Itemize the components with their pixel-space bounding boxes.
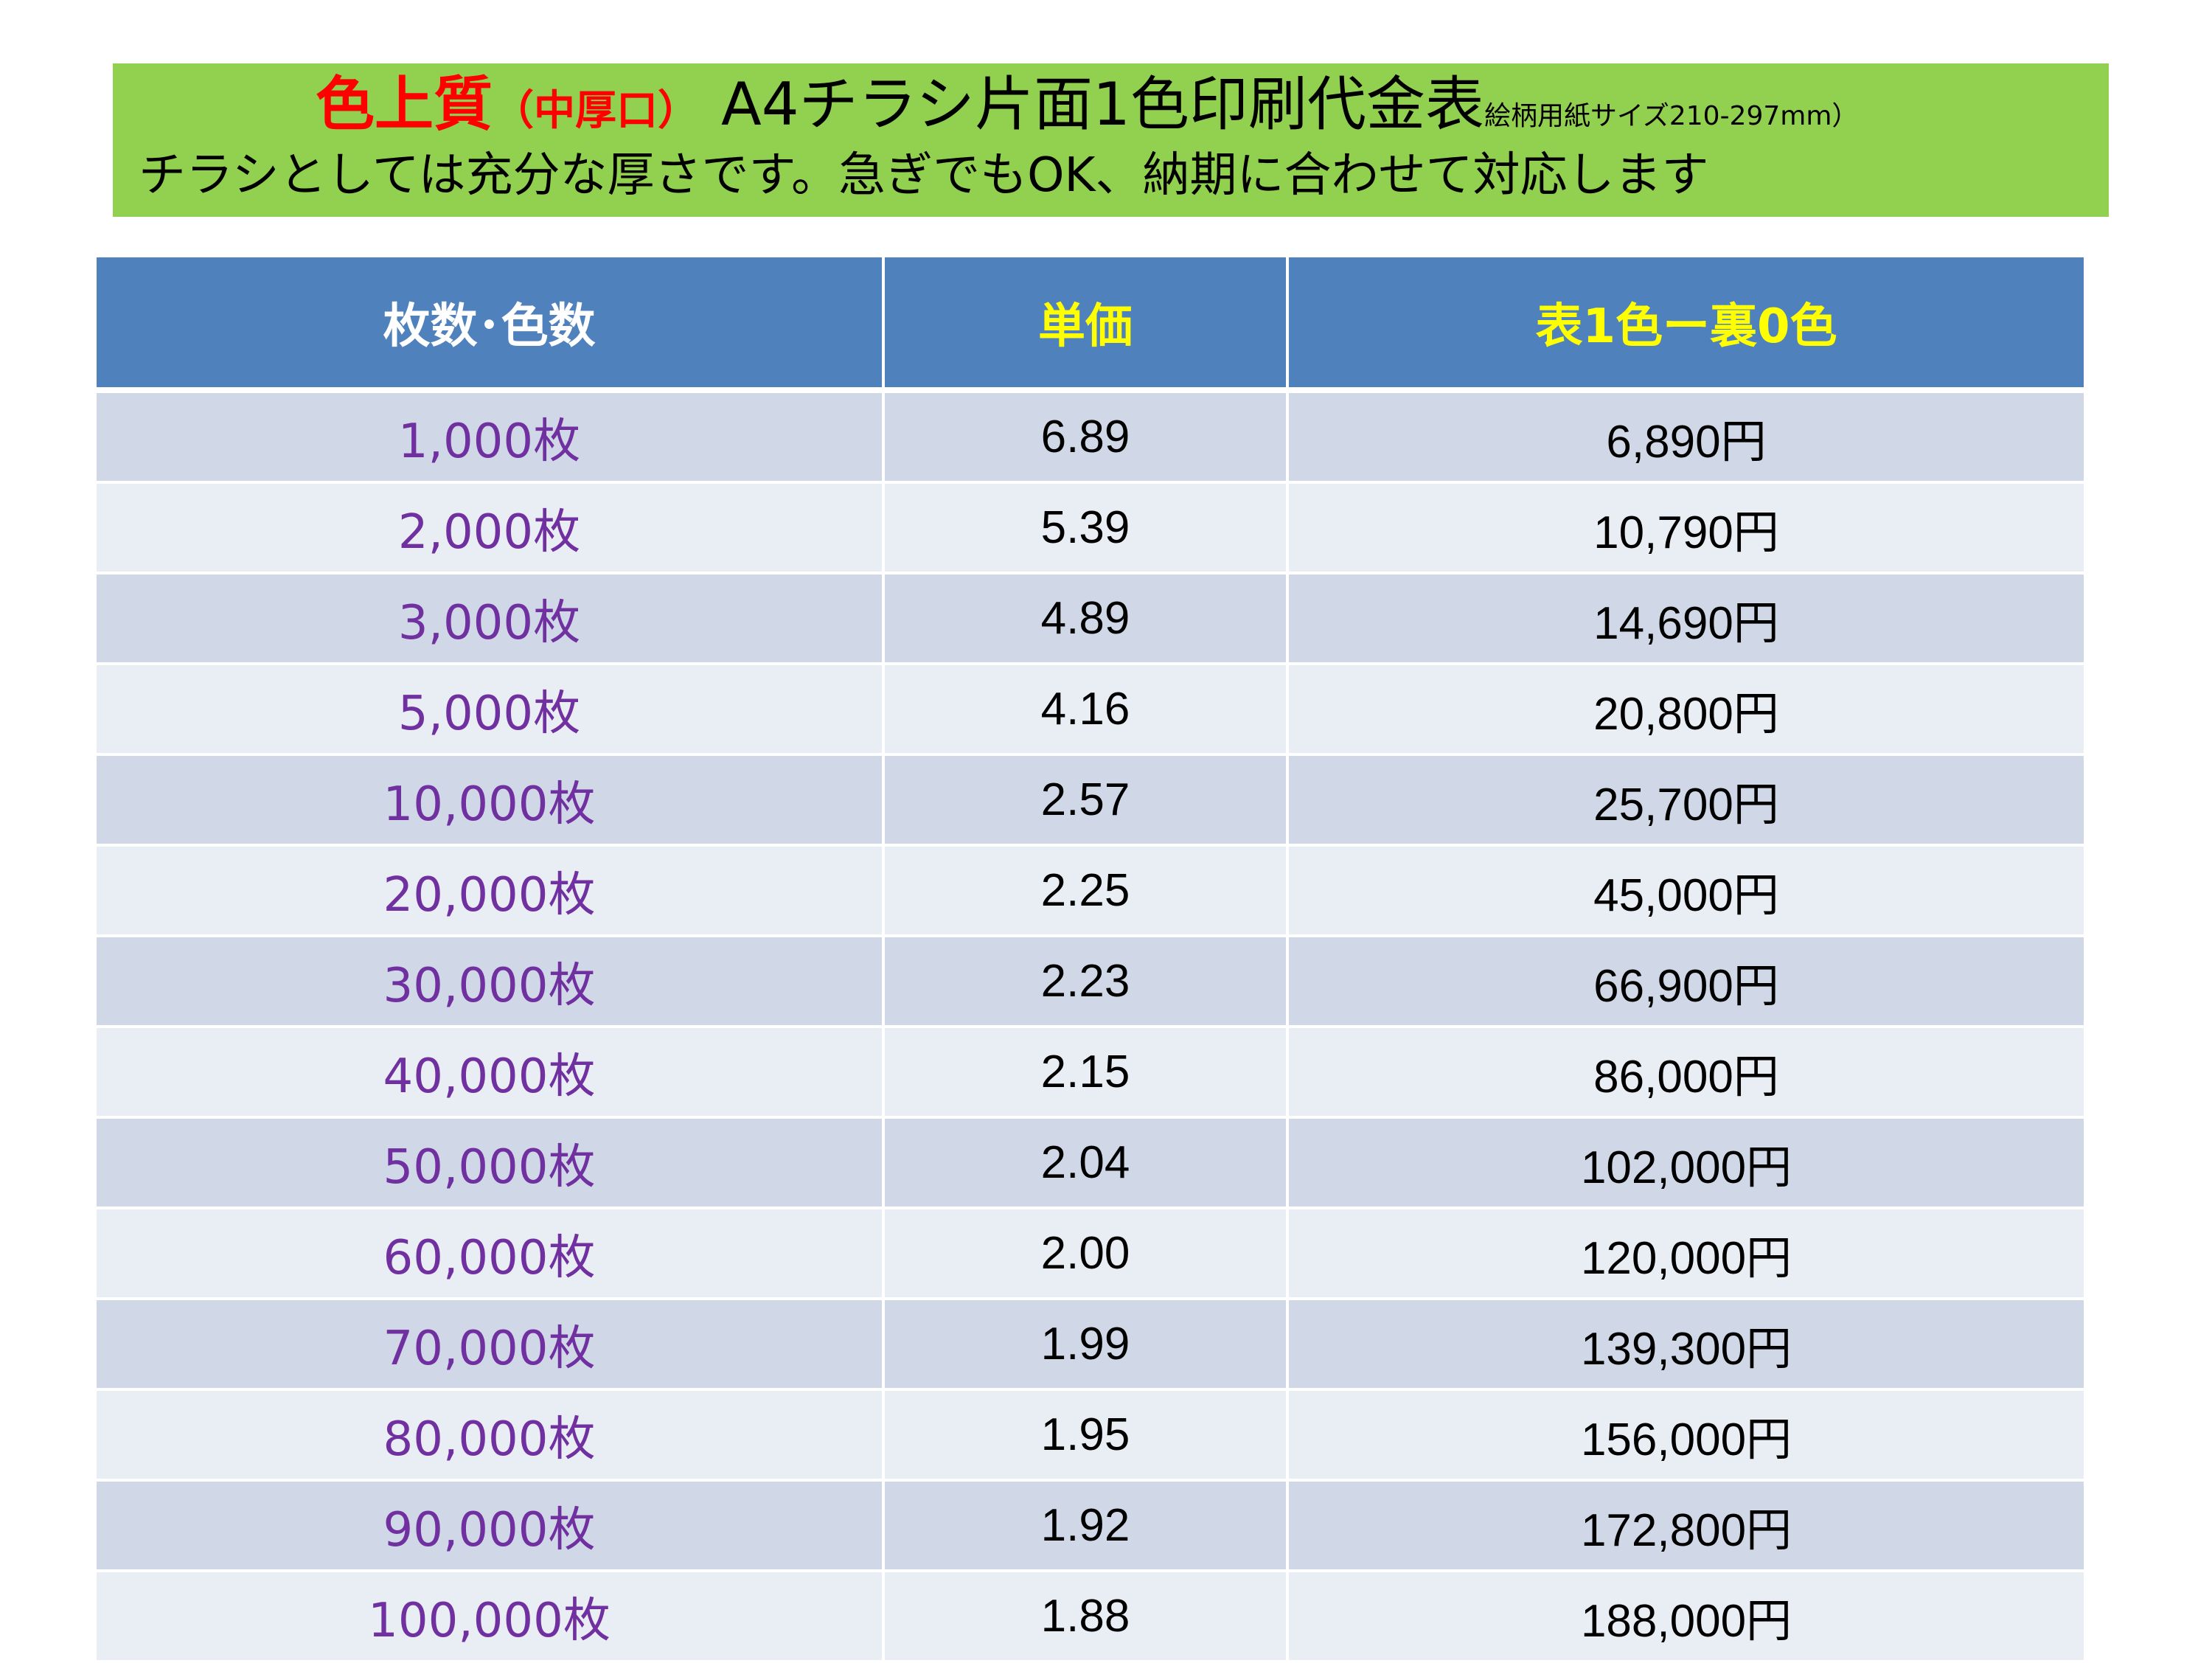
total-price-cell: 172,800円 xyxy=(1287,1480,2084,1572)
quantity-cell: 70,000枚 xyxy=(97,1299,885,1391)
unit-price-cell: 1.99 xyxy=(883,1299,1289,1391)
quantity-cell: 40,000枚 xyxy=(97,1027,885,1119)
table-row: 1,000枚 6.89 6,890円 xyxy=(97,390,2084,484)
unit-price-cell: 2.04 xyxy=(883,1117,1289,1209)
total-price-cell: 139,300円 xyxy=(1287,1299,2084,1391)
table-row: 5,000枚 4.16 20,800円 xyxy=(97,664,2084,756)
total-price-cell: 14,690円 xyxy=(1287,573,2084,665)
column-header-total-price: 表1色ー裏0色 xyxy=(1287,257,2084,393)
quantity-cell: 80,000枚 xyxy=(97,1389,885,1482)
table-row: 3,000枚 4.89 14,690円 xyxy=(97,573,2084,665)
table-row: 70,000枚 1.99 139,300円 xyxy=(97,1299,2084,1391)
total-price-cell: 10,790円 xyxy=(1287,482,2084,574)
title-size-note: 絵柄用紙サイズ210-297mm） xyxy=(1484,101,1859,131)
table-row: 100,000枚 1.88 188,000円 xyxy=(97,1571,2084,1663)
table-body: 1,000枚 6.89 6,890円 2,000枚 5.39 10,790円 3,000枚 4… xyxy=(97,390,2084,1663)
column-header-quantity: 枚数･色数 xyxy=(97,257,885,393)
total-price-cell: 20,800円 xyxy=(1287,664,2084,756)
page-subtitle: チラシとしては充分な厚さです。急ぎでもOK、納期に合わせて対応します xyxy=(139,148,1709,203)
table-row: 2,000枚 5.39 10,790円 xyxy=(97,482,2084,574)
unit-price-cell: 5.39 xyxy=(883,482,1289,574)
quantity-cell: 10,000枚 xyxy=(97,754,885,847)
unit-price-cell: 2.00 xyxy=(883,1208,1289,1300)
total-price-cell: 156,000円 xyxy=(1287,1389,2084,1482)
quantity-cell: 2,000枚 xyxy=(97,482,885,574)
quantity-cell: 60,000枚 xyxy=(97,1208,885,1300)
column-header-unit-price: 単価 xyxy=(883,257,1289,393)
table-row: 30,000枚 2.23 66,900円 xyxy=(97,936,2084,1028)
table-row: 60,000枚 2.00 120,000円 xyxy=(97,1208,2084,1300)
table-row: 10,000枚 2.57 25,700円 xyxy=(97,754,2084,847)
total-price-cell: 188,000円 xyxy=(1287,1571,2084,1663)
unit-price-cell: 4.16 xyxy=(883,664,1289,756)
quantity-cell: 3,000枚 xyxy=(97,573,885,665)
total-price-cell: 102,000円 xyxy=(1287,1117,2084,1209)
total-price-cell: 25,700円 xyxy=(1287,754,2084,847)
unit-price-cell: 2.15 xyxy=(883,1027,1289,1119)
total-price-cell: 6,890円 xyxy=(1287,390,2084,484)
quantity-cell: 20,000枚 xyxy=(97,845,885,937)
table-header-row: 枚数･色数 単価 表1色ー裏0色 xyxy=(97,257,2084,393)
page-title: 色上質（中厚口） A4チラシ片面1色印刷代金表絵柄用紙サイズ210-297mm） xyxy=(316,75,1858,134)
unit-price-cell: 1.95 xyxy=(883,1389,1289,1482)
quantity-cell: 30,000枚 xyxy=(97,936,885,1028)
unit-price-cell: 2.23 xyxy=(883,936,1289,1028)
unit-price-cell: 2.57 xyxy=(883,754,1289,847)
title-paper-name: 色上質 xyxy=(316,70,493,139)
title-main: A4チラシ片面1色印刷代金表 xyxy=(721,70,1484,139)
table-row: 40,000枚 2.15 86,000円 xyxy=(97,1027,2084,1119)
title-banner: 色上質（中厚口） A4チラシ片面1色印刷代金表絵柄用紙サイズ210-297mm） … xyxy=(113,63,2109,217)
unit-price-cell: 1.88 xyxy=(883,1571,1289,1663)
unit-price-cell: 4.89 xyxy=(883,573,1289,665)
total-price-cell: 120,000円 xyxy=(1287,1208,2084,1300)
quantity-cell: 5,000枚 xyxy=(97,664,885,756)
total-price-cell: 86,000円 xyxy=(1287,1027,2084,1119)
table-row: 50,000枚 2.04 102,000円 xyxy=(97,1117,2084,1209)
title-paper-weight: （中厚口） xyxy=(493,87,699,135)
unit-price-cell: 2.25 xyxy=(883,845,1289,937)
price-table: 枚数･色数 単価 表1色ー裏0色 1,000枚 6.89 6,890円 2,000枚 5… xyxy=(97,257,2084,1663)
unit-price-cell: 1.92 xyxy=(883,1480,1289,1572)
total-price-cell: 66,900円 xyxy=(1287,936,2084,1028)
unit-price-cell: 6.89 xyxy=(883,390,1289,484)
total-price-cell: 45,000円 xyxy=(1287,845,2084,937)
quantity-cell: 50,000枚 xyxy=(97,1117,885,1209)
table-row: 20,000枚 2.25 45,000円 xyxy=(97,845,2084,937)
table-row: 80,000枚 1.95 156,000円 xyxy=(97,1389,2084,1482)
table-row: 90,000枚 1.92 172,800円 xyxy=(97,1480,2084,1572)
quantity-cell: 90,000枚 xyxy=(97,1480,885,1572)
quantity-cell: 1,000枚 xyxy=(97,390,885,484)
quantity-cell: 100,000枚 xyxy=(97,1571,885,1663)
